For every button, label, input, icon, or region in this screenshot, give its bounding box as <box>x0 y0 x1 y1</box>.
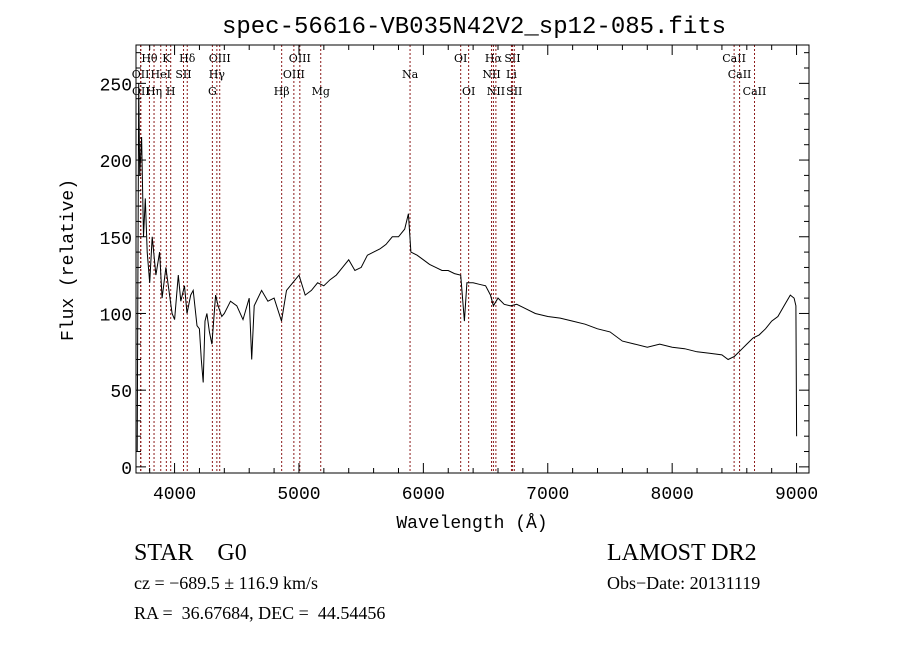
x-tick-label: 9000 <box>775 485 818 505</box>
y-tick-label: 150 <box>100 230 132 250</box>
x-tick-label: 7000 <box>526 485 569 505</box>
line-marker-label: SII <box>175 68 191 81</box>
line-marker-label: CaII <box>722 52 746 65</box>
object-class: STAR G0 <box>134 540 247 566</box>
x-tick-label: 4000 <box>153 485 196 505</box>
line-marker-label: NII <box>482 68 500 81</box>
x-tick-label: 6000 <box>402 485 445 505</box>
y-tick-label: 0 <box>121 460 132 480</box>
y-tick-label: 50 <box>110 383 132 403</box>
y-axis-label: Flux (relative) <box>59 179 79 341</box>
coordinates: RA = 36.67684, DEC = 44.54456 <box>134 603 386 623</box>
line-marker-label: OIII <box>209 52 231 65</box>
line-marker-label: CaII <box>728 68 752 81</box>
line-marker-label: HeI <box>151 68 171 81</box>
line-marker-label: SII <box>504 52 520 65</box>
line-marker-label: OIII <box>283 68 305 81</box>
y-tick-label: 100 <box>100 306 132 326</box>
line-marker-label: K <box>162 52 171 65</box>
chart-title: spec-56616-VB035N42V2_sp12-085.fits <box>222 14 726 41</box>
line-marker-label: OIII <box>289 52 311 65</box>
line-marker-label: NII <box>487 85 505 98</box>
y-tick-label: 200 <box>100 153 132 173</box>
redshift: cz = −689.5 ± 116.9 km/s <box>134 573 318 593</box>
line-marker-label: SII <box>506 85 522 98</box>
obs-date: Obs−Date: 20131119 <box>607 573 761 593</box>
x-axis-label: Wavelength (Å) <box>396 513 547 534</box>
line-marker-label: OI <box>454 52 467 65</box>
plot-frame <box>135 44 810 474</box>
y-tick-label: 250 <box>100 76 132 96</box>
line-marker-label: Hγ <box>209 68 226 81</box>
line-marker-label: OI <box>462 85 475 98</box>
line-marker-label: Li <box>506 68 517 81</box>
x-tick-label: 5000 <box>277 485 320 505</box>
line-marker-label: Hδ <box>179 52 196 65</box>
line-marker-label: Hη <box>146 85 162 98</box>
axis-ticks: 4000 5000 6000 7000 8000 9000 0 50 100 150 200 250 <box>100 45 818 505</box>
line-marker-label: Hθ <box>141 52 158 65</box>
line-marker-label: CaII <box>743 85 767 98</box>
line-marker-label: Mg <box>312 85 330 98</box>
line-marker-label: Hβ <box>274 85 290 98</box>
line-marker-label: H <box>166 85 176 98</box>
line-marker-label: Hα <box>485 52 503 65</box>
spectrum-line <box>136 83 798 452</box>
line-marker-label: G <box>208 85 217 98</box>
survey-name: LAMOST DR2 <box>607 540 757 566</box>
x-tick-label: 8000 <box>651 485 694 505</box>
line-marker-label: Na <box>402 68 419 81</box>
